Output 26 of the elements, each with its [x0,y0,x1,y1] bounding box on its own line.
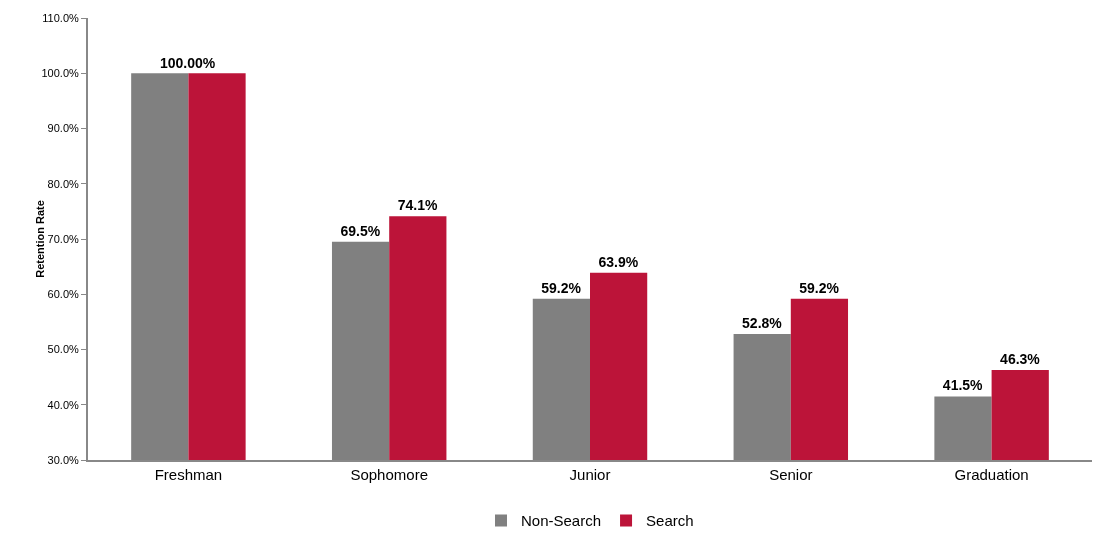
x-tick-label: Freshman [154,466,223,483]
y-axis-title: Retention Rate [33,200,46,278]
annotation: 100.00% [160,55,216,71]
y-tick-label: 110.0% [42,11,80,24]
data-label: 59.2% [799,279,840,296]
data-label: 52.8% [742,315,783,332]
legend-label: Non-Search [521,512,602,530]
legend-label: Search [646,512,694,530]
x-tick-label: Junior [569,466,611,483]
y-tick-label: 50.0% [47,343,80,356]
data-label: 69.5% [340,222,381,239]
data-label: 59.2% [541,279,582,296]
x-tick-label: Sophomore [350,466,428,483]
y-tick-label: 70.0% [47,232,80,245]
y-tick-label: 100.0% [41,67,80,80]
x-tick-label: Graduation [954,466,1029,483]
y-tick-label: 30.0% [47,453,80,466]
x-tick-label: Senior [769,466,813,483]
y-tick-label: 40.0% [47,398,80,411]
data-label: 41.5% [942,377,984,394]
y-tick-label: 90.0% [47,122,80,135]
y-tick-label: 80.0% [47,177,80,190]
y-tick-label: 60.0% [47,288,80,301]
data-label: 74.1% [397,197,438,214]
data-label: 63.9% [598,253,639,270]
data-label: 46.3% [1000,350,1041,367]
